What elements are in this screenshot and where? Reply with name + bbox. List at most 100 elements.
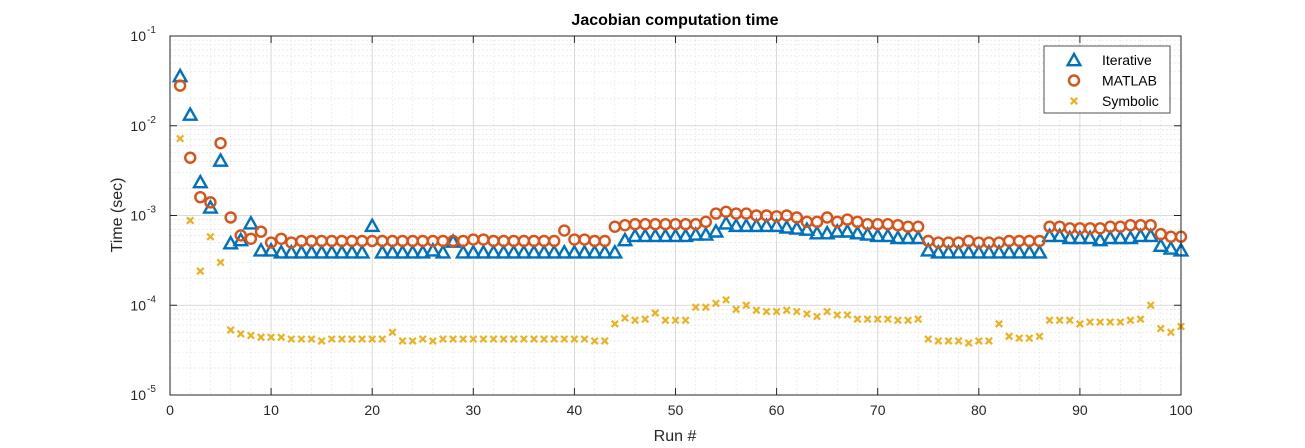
data-point-symbolic bbox=[1055, 316, 1064, 325]
data-point-iterative bbox=[262, 241, 280, 257]
data-point-symbolic bbox=[226, 326, 235, 334]
data-point-symbolic bbox=[782, 306, 791, 315]
data-point-iterative bbox=[566, 243, 583, 259]
data-point-iterative bbox=[1020, 243, 1038, 259]
data-point-iterative bbox=[626, 227, 644, 243]
data-point-iterative bbox=[1031, 243, 1048, 259]
x-axis-ticks: 0 10 20 30 40 50 60 70 80 90 100 bbox=[166, 36, 1193, 418]
data-point-symbolic bbox=[1015, 334, 1024, 343]
data-series bbox=[171, 67, 1190, 347]
data-point-iterative bbox=[404, 243, 421, 259]
data-point-matlab bbox=[224, 211, 237, 224]
data-point-iterative bbox=[727, 217, 745, 233]
data-point-symbolic bbox=[671, 316, 680, 325]
data-point-iterative bbox=[697, 225, 715, 241]
data-point-iterative bbox=[667, 227, 684, 243]
data-point-iterative bbox=[859, 225, 876, 241]
data-point-iterative bbox=[1051, 227, 1069, 243]
data-point-matlab bbox=[810, 215, 824, 229]
data-point-matlab bbox=[244, 232, 258, 246]
data-point-iterative bbox=[828, 222, 846, 238]
data-point-iterative bbox=[899, 229, 917, 245]
data-point-symbolic bbox=[802, 309, 811, 318]
data-point-matlab bbox=[264, 236, 278, 249]
data-point-iterative bbox=[798, 221, 816, 236]
data-point-symbolic bbox=[550, 335, 559, 344]
data-point-matlab bbox=[275, 232, 288, 246]
data-point-iterative bbox=[1122, 229, 1139, 245]
data-point-symbolic bbox=[843, 310, 852, 319]
data-point-symbolic bbox=[995, 319, 1003, 328]
data-point-symbolic bbox=[317, 336, 326, 345]
data-point-symbolic bbox=[1136, 315, 1145, 324]
data-point-iterative bbox=[333, 243, 351, 259]
data-point-symbolic bbox=[438, 335, 447, 344]
legend-marker-iterative bbox=[1065, 51, 1083, 67]
data-point-iterative bbox=[909, 229, 927, 245]
x-tick-label: 70 bbox=[870, 402, 886, 418]
data-point-symbolic bbox=[388, 328, 397, 337]
x-axis-label: Run # bbox=[654, 428, 697, 445]
data-point-iterative bbox=[545, 243, 563, 259]
data-point-iterative bbox=[293, 243, 310, 259]
y-tick-exponent: -2 bbox=[147, 115, 156, 126]
data-point-iterative bbox=[475, 243, 492, 259]
y-tick-label: 10 bbox=[130, 118, 146, 134]
data-point-symbolic bbox=[1116, 318, 1125, 327]
data-point-iterative bbox=[990, 243, 1008, 259]
data-point-iterative bbox=[748, 217, 765, 233]
data-point-symbolic bbox=[368, 335, 377, 344]
data-point-iterative bbox=[930, 243, 947, 259]
data-point-iterative bbox=[677, 227, 694, 243]
data-point-symbolic bbox=[297, 335, 306, 344]
data-point-symbolic bbox=[529, 335, 538, 344]
data-point-iterative bbox=[1091, 231, 1109, 247]
data-point-iterative bbox=[636, 227, 654, 243]
data-point-iterative bbox=[1152, 237, 1170, 253]
data-point-iterative bbox=[586, 243, 603, 259]
data-point-matlab bbox=[911, 220, 925, 233]
data-point-symbolic bbox=[459, 335, 468, 344]
data-point-matlab bbox=[820, 211, 834, 224]
data-point-iterative bbox=[707, 222, 725, 238]
data-point-symbolic bbox=[600, 336, 609, 345]
data-point-symbolic bbox=[246, 331, 255, 340]
data-point-iterative bbox=[525, 243, 543, 259]
data-point-symbolic bbox=[934, 336, 943, 345]
data-point-symbolic bbox=[651, 309, 660, 317]
data-point-iterative bbox=[242, 214, 260, 230]
data-point-symbolic bbox=[327, 335, 336, 344]
data-point-symbolic bbox=[206, 232, 215, 241]
x-tick-label: 60 bbox=[769, 402, 785, 418]
data-point-symbolic bbox=[691, 303, 700, 312]
data-point-iterative bbox=[1010, 243, 1028, 259]
y-tick-label: 10 bbox=[130, 28, 146, 44]
data-point-iterative bbox=[940, 243, 957, 259]
data-point-symbolic bbox=[1075, 319, 1084, 328]
data-point-iterative bbox=[687, 225, 705, 241]
data-point-iterative bbox=[950, 243, 967, 259]
data-point-matlab bbox=[1033, 234, 1046, 248]
data-point-symbolic bbox=[792, 307, 801, 316]
data-point-iterative bbox=[343, 243, 361, 259]
data-point-symbolic bbox=[711, 299, 720, 308]
data-point-symbolic bbox=[1146, 301, 1155, 310]
data-point-symbolic bbox=[337, 335, 346, 344]
data-point-iterative bbox=[464, 243, 482, 259]
data-point-iterative bbox=[313, 243, 331, 259]
data-point-iterative bbox=[919, 241, 937, 257]
series-matlab bbox=[173, 79, 1188, 249]
data-point-symbolic bbox=[348, 335, 356, 344]
data-point-matlab bbox=[214, 136, 227, 150]
data-point-symbolic bbox=[216, 258, 225, 267]
y-tick-exponent: -1 bbox=[147, 25, 156, 36]
data-point-iterative bbox=[646, 227, 664, 243]
data-point-matlab bbox=[1144, 218, 1157, 232]
data-point-iterative bbox=[778, 218, 796, 234]
data-point-symbolic bbox=[661, 316, 670, 325]
data-point-matlab bbox=[547, 234, 561, 248]
data-point-matlab bbox=[184, 151, 197, 164]
data-point-iterative bbox=[1071, 229, 1089, 245]
data-point-iterative bbox=[1061, 229, 1079, 245]
data-point-symbolic bbox=[1166, 328, 1175, 337]
